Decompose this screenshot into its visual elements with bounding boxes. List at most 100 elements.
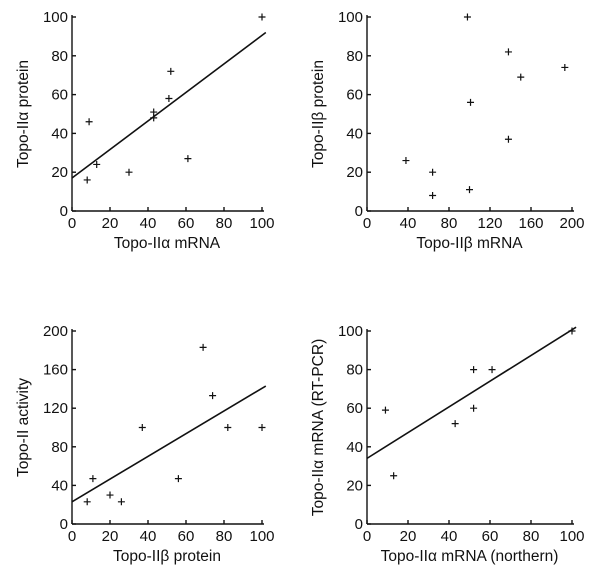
data-point <box>89 475 97 483</box>
data-point <box>184 155 192 163</box>
data-point <box>504 48 512 56</box>
x-axis-label: Topo-IIα mRNA (northern) <box>381 548 559 565</box>
data-point <box>517 73 525 81</box>
x-tick-label: 40 <box>441 528 458 545</box>
data-point <box>390 472 398 480</box>
y-tick-label: 100 <box>43 9 68 26</box>
y-tick-label: 80 <box>51 439 68 456</box>
data-point <box>504 135 512 143</box>
x-tick-label: 80 <box>216 215 233 232</box>
y-tick-label: 40 <box>346 439 363 456</box>
data-point <box>83 176 91 184</box>
regression-line <box>71 385 267 503</box>
regression-line <box>71 31 267 179</box>
data-point <box>258 13 266 21</box>
data-point <box>174 475 182 483</box>
data-point <box>466 186 473 194</box>
y-tick-label: 200 <box>43 323 68 340</box>
data-point <box>429 168 437 176</box>
data-point <box>470 404 478 412</box>
x-tick-label: 0 <box>363 215 371 232</box>
data-point <box>93 160 101 168</box>
x-tick-label: 160 <box>518 215 543 232</box>
x-tick-label: 20 <box>400 528 417 545</box>
data-point <box>429 191 437 199</box>
data-point <box>125 168 133 176</box>
y-tick-label: 20 <box>346 164 363 181</box>
y-tick-label: 80 <box>346 362 363 379</box>
data-point <box>150 108 158 116</box>
y-axis-label: Topo-IIα mRNA (RT-PCR) <box>310 339 327 516</box>
panel-topo-ii-activity: 0 20 40 60 80 100 0 40 80 120 160 200 Topo-IIβ prote… <box>15 323 275 565</box>
y-tick-label: 0 <box>60 516 68 533</box>
x-tick-label: 0 <box>68 215 76 232</box>
data-point <box>258 424 266 431</box>
panel-topo-ii-beta-protein: 0 40 80 120 160 200 0 20 40 60 80 100 Topo-IIβ mRNA T… <box>310 9 585 252</box>
y-tick-label: 80 <box>51 48 68 65</box>
x-tick-label: 60 <box>178 215 195 232</box>
y-tick-label: 40 <box>51 125 68 142</box>
y-axis-label: Topo-II activity <box>15 378 32 477</box>
x-tick-label: 100 <box>559 528 584 545</box>
y-tick-label: 60 <box>51 87 68 104</box>
x-tick-label: 20 <box>102 215 119 232</box>
x-tick-label: 40 <box>400 215 417 232</box>
x-tick-label: 60 <box>482 528 499 545</box>
y-axis-label: Topo-IIα protein <box>15 60 32 168</box>
x-axis-label: Topo-IIβ mRNA <box>416 235 523 252</box>
y-tick-label: 40 <box>346 125 363 142</box>
x-axis-label: Topo-IIα mRNA <box>114 235 221 252</box>
data-point <box>209 392 217 400</box>
x-tick-label: 40 <box>140 528 157 545</box>
y-tick-label: 0 <box>355 516 363 533</box>
x-tick-label: 80 <box>216 528 233 545</box>
y-tick-label: 0 <box>355 203 363 220</box>
data-point <box>199 343 207 351</box>
y-tick-label: 160 <box>43 362 68 379</box>
x-tick-label: 0 <box>363 528 371 545</box>
data-point <box>488 366 496 374</box>
x-tick-label: 80 <box>441 215 458 232</box>
data-point <box>117 498 125 506</box>
y-tick-label: 60 <box>346 87 363 104</box>
data-point <box>85 118 93 126</box>
data-point <box>106 491 114 499</box>
data-point <box>224 424 232 431</box>
y-axis-label: Topo-IIβ protein <box>310 60 327 168</box>
data-point <box>451 420 459 428</box>
y-tick-label: 0 <box>60 203 68 220</box>
y-tick-label: 20 <box>51 164 68 181</box>
data-point <box>381 406 389 414</box>
x-tick-label: 60 <box>178 528 195 545</box>
y-tick-label: 100 <box>338 323 363 340</box>
data-point <box>470 366 478 374</box>
data-point <box>167 67 175 75</box>
x-tick-label: 40 <box>140 215 157 232</box>
y-tick-label: 60 <box>346 400 363 417</box>
data-point <box>463 13 471 21</box>
data-point <box>467 98 475 106</box>
x-tick-label: 100 <box>249 215 274 232</box>
regression-line <box>366 326 577 460</box>
data-point <box>165 94 173 102</box>
data-point <box>568 327 576 335</box>
y-tick-label: 80 <box>346 48 363 65</box>
y-tick-label: 40 <box>51 477 68 494</box>
x-tick-label: 80 <box>523 528 540 545</box>
data-point <box>138 424 146 431</box>
y-tick-label: 120 <box>43 400 68 417</box>
data-point <box>402 157 410 165</box>
x-tick-label: 200 <box>559 215 584 232</box>
data-point <box>561 63 569 71</box>
x-tick-label: 100 <box>249 528 274 545</box>
y-tick-label: 100 <box>338 9 363 26</box>
x-tick-label: 20 <box>102 528 119 545</box>
data-point <box>83 498 91 506</box>
x-axis-label: Topo-IIβ protein <box>113 548 221 565</box>
x-tick-label: 0 <box>68 528 76 545</box>
panel-topo-ii-alpha-protein: 0 20 40 60 80 100 0 20 40 60 80 100 Topo-IIα mRNA Top… <box>15 9 275 252</box>
y-tick-label: 20 <box>346 477 363 494</box>
x-tick-label: 120 <box>477 215 502 232</box>
